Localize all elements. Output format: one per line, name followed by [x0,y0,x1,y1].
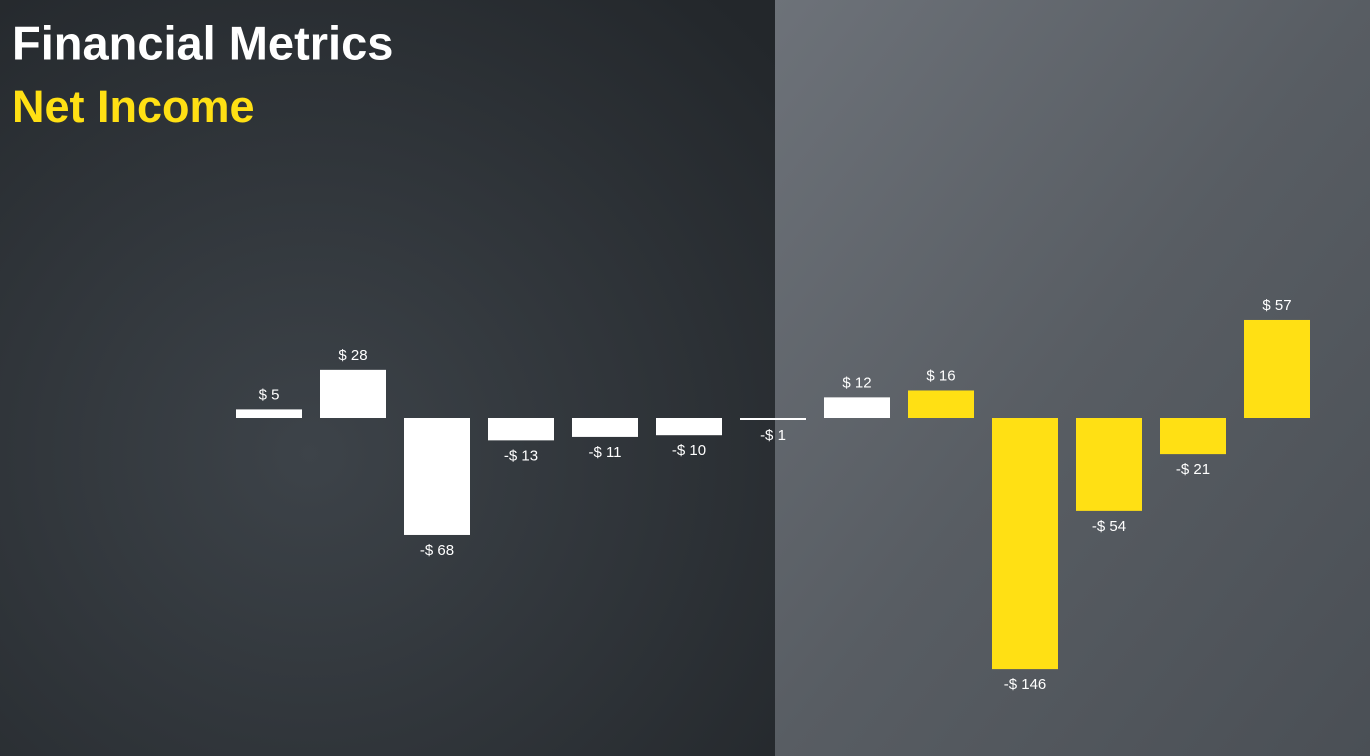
bar [572,418,638,437]
bar [992,418,1058,670]
value-label: $ 12 [842,374,871,391]
bar [1076,418,1142,511]
value-label: $ 28 [338,347,367,364]
value-label: -$ 11 [588,444,621,461]
bar [656,418,722,436]
background-left [0,0,775,756]
value-label: -$ 1 [760,427,786,444]
bar [488,418,554,441]
bar [824,397,890,418]
bar [236,409,302,418]
value-label: -$ 10 [672,442,706,459]
value-label: $ 16 [926,367,955,384]
bar [908,390,974,418]
bar [1160,418,1226,455]
bar-chart: $ 5 $ 28 -$ 68 -$ 13 -$ 11 -$ 10 -$ 1 $ 12 $ 16 -… [236,297,1310,693]
value-label: -$ 54 [1092,518,1126,535]
value-label: -$ 21 [1176,461,1210,478]
value-label: -$ 146 [1004,676,1047,693]
bar [404,418,470,535]
value-label: $ 5 [259,386,280,403]
value-label: $ 57 [1262,297,1291,314]
bar [320,369,386,418]
chart-title: Financial Metrics [12,16,393,69]
bar [1244,319,1310,418]
value-label: -$ 13 [504,447,538,464]
chart-subtitle: Net Income [12,81,255,132]
bar [740,418,806,420]
value-label: -$ 68 [420,542,454,559]
